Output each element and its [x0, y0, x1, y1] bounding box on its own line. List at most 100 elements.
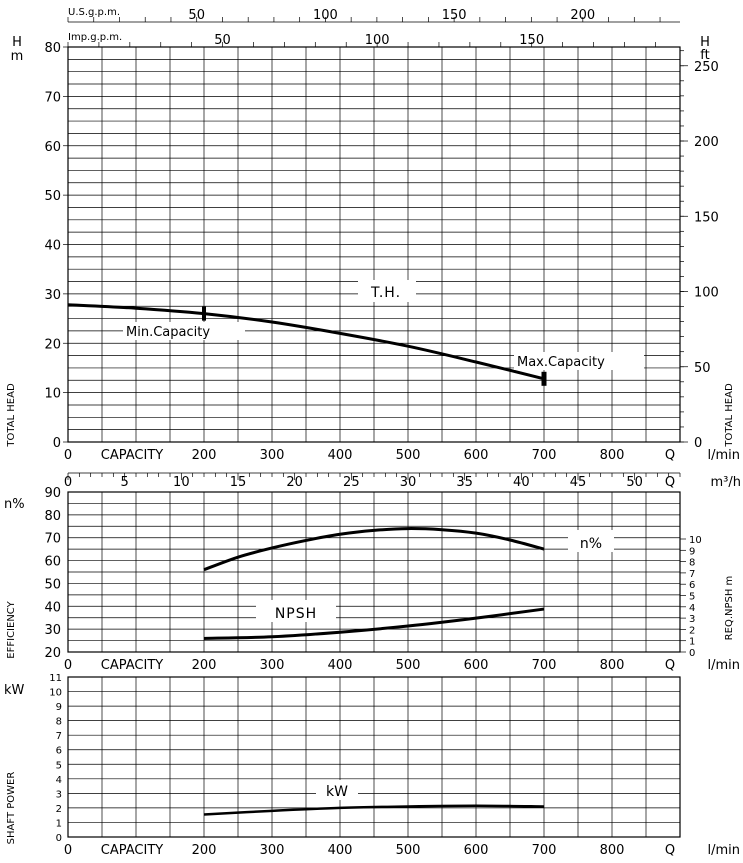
- min-capacity-marker: [202, 306, 206, 321]
- head-y-unit-m: m: [11, 49, 24, 64]
- eff-x-tick-label: 300: [260, 658, 285, 673]
- grid-layer: [67, 46, 681, 838]
- us-gpm-tick-label: 200: [570, 8, 595, 23]
- shaft-power-curve: [203, 804, 545, 816]
- eff-y-tick-label: 70: [44, 532, 61, 547]
- series-layer: [67, 303, 547, 816]
- eff-y-tick-label: 80: [44, 509, 61, 524]
- m3h-tick-label: 20: [286, 475, 303, 490]
- pow-x-axis-label: CAPACITY: [101, 843, 163, 858]
- pow-y-tick-label: 2: [56, 804, 62, 815]
- eff-x-tick-label: 800: [600, 658, 625, 673]
- pow-y-tick-label: 8: [56, 717, 62, 728]
- npsh-tick-label: 8: [689, 558, 695, 569]
- head-y-tick-label: 80: [44, 41, 61, 56]
- pow-y-tick-label: 9: [56, 702, 62, 713]
- pow-y-tick-label: 10: [49, 688, 62, 699]
- head-x-axis-label: CAPACITY: [101, 448, 163, 463]
- axes-layer: [63, 17, 688, 838]
- efficiency-curve: [203, 527, 545, 572]
- eff-y-tick-label: 30: [44, 623, 61, 638]
- head-ft-tick-label: 150: [694, 210, 719, 225]
- max-capacity-marker: [541, 371, 547, 386]
- head-x-tick-label: 700: [532, 448, 557, 463]
- eff-x-tick-label: 600: [464, 658, 489, 673]
- m3h-tick-label: 25: [343, 475, 360, 490]
- head-ft-tick-label: 250: [694, 60, 719, 75]
- npsh-label-bg: [256, 600, 336, 622]
- eff-y-tick-label: 90: [44, 486, 61, 501]
- pow-y-tick-label: 1: [56, 818, 62, 829]
- npsh-curve-label: NPSH: [275, 606, 317, 622]
- eff-side-label: EFFICIENCY: [6, 600, 17, 658]
- kw-curve-label: kW: [326, 784, 348, 800]
- min-capacity-label-bg: [123, 322, 245, 340]
- pow-q-label: Q: [665, 843, 675, 858]
- m3h-tick-label: 0: [64, 475, 72, 490]
- eff-x-tick-label: 500: [396, 658, 421, 673]
- us-gpm-tick-label: 150: [442, 8, 467, 23]
- pow-x-tick-label: 700: [532, 843, 557, 858]
- head-y-tick-label: 20: [44, 337, 61, 352]
- head-ft-tick-label: 100: [694, 286, 719, 301]
- npsh-axis-label: REQ.NPSH m: [724, 576, 735, 641]
- eff-label-bg: [568, 530, 614, 552]
- head-x-tick-label: 600: [464, 448, 489, 463]
- head-x-tick-label: 400: [328, 448, 353, 463]
- pow-y-unit-label: kW: [4, 683, 25, 698]
- total-head-curve: [67, 303, 545, 381]
- pow-x-tick-label: 400: [328, 843, 353, 858]
- head-side-label-right: TOTAL HEAD: [724, 383, 735, 448]
- pow-y-tick-label: 7: [56, 731, 62, 742]
- head-y-tick-label: 40: [44, 239, 61, 254]
- head-side-label-left: TOTAL HEAD: [6, 383, 17, 448]
- head-x-unit-label: l/min: [707, 448, 740, 463]
- npsh-tick-label: 4: [689, 603, 695, 614]
- npsh-tick-label: 3: [689, 614, 695, 625]
- eff-y-tick-label: 60: [44, 555, 61, 570]
- head-x-tick-label: 800: [600, 448, 625, 463]
- m3h-tick-label: 35: [456, 475, 473, 490]
- head-x-tick-label: 0: [64, 448, 72, 463]
- pow-y-tick-label: 4: [56, 775, 62, 786]
- imp-gpm-tick-label: 150: [519, 33, 544, 48]
- head-y-tick-label: 70: [44, 90, 61, 105]
- min-capacity-label: Min.Capacity: [126, 325, 210, 340]
- eff-x-tick-label: 400: [328, 658, 353, 673]
- imp-gpm-tick-label: 100: [365, 33, 390, 48]
- pow-x-tick-label: 600: [464, 843, 489, 858]
- pow-x-unit-label: l/min: [707, 843, 740, 858]
- eff-x-tick-label: 200: [192, 658, 217, 673]
- npsh-tick-label: 5: [689, 592, 695, 603]
- npsh-curve: [203, 607, 545, 640]
- eff-curve-label: n%: [580, 536, 602, 552]
- pow-x-tick-label: 800: [600, 843, 625, 858]
- imp-gpm-tick-label: 50: [214, 33, 231, 48]
- head-ft-tick-label: 50: [694, 361, 711, 376]
- th-curve-label: T.H.: [370, 285, 401, 301]
- pow-y-tick-label: 11: [49, 673, 62, 684]
- eff-x-axis-label: CAPACITY: [101, 658, 163, 673]
- m3h-tick-label: 5: [121, 475, 129, 490]
- pow-y-tick-label: 3: [56, 789, 62, 800]
- npsh-tick-label: 2: [689, 625, 695, 636]
- head-y-tick-label: 0: [53, 436, 61, 451]
- eff-x-unit-label: l/min: [707, 658, 740, 673]
- m3h-tick-label: 15: [230, 475, 247, 490]
- imp-gpm-label: Imp.g.p.m.: [68, 32, 122, 43]
- eff-x-tick-label: 0: [64, 658, 72, 673]
- head-x-tick-label: 500: [396, 448, 421, 463]
- us-gpm-tick-label: 100: [313, 8, 338, 23]
- head-ft-unit-ft: ft: [700, 48, 709, 63]
- npsh-tick-label: 7: [689, 569, 695, 580]
- head-q-label: Q: [665, 448, 675, 463]
- eff-y-tick-label: 50: [44, 577, 61, 592]
- head-x-tick-label: 200: [192, 448, 217, 463]
- th-label-bg: [358, 280, 416, 302]
- head-y-tick-label: 10: [44, 387, 61, 402]
- pow-frame: [67, 676, 681, 838]
- pow-y-tick-label: 0: [56, 833, 62, 844]
- m3h-q-label: Q: [665, 475, 675, 490]
- npsh-tick-label: 9: [689, 546, 695, 557]
